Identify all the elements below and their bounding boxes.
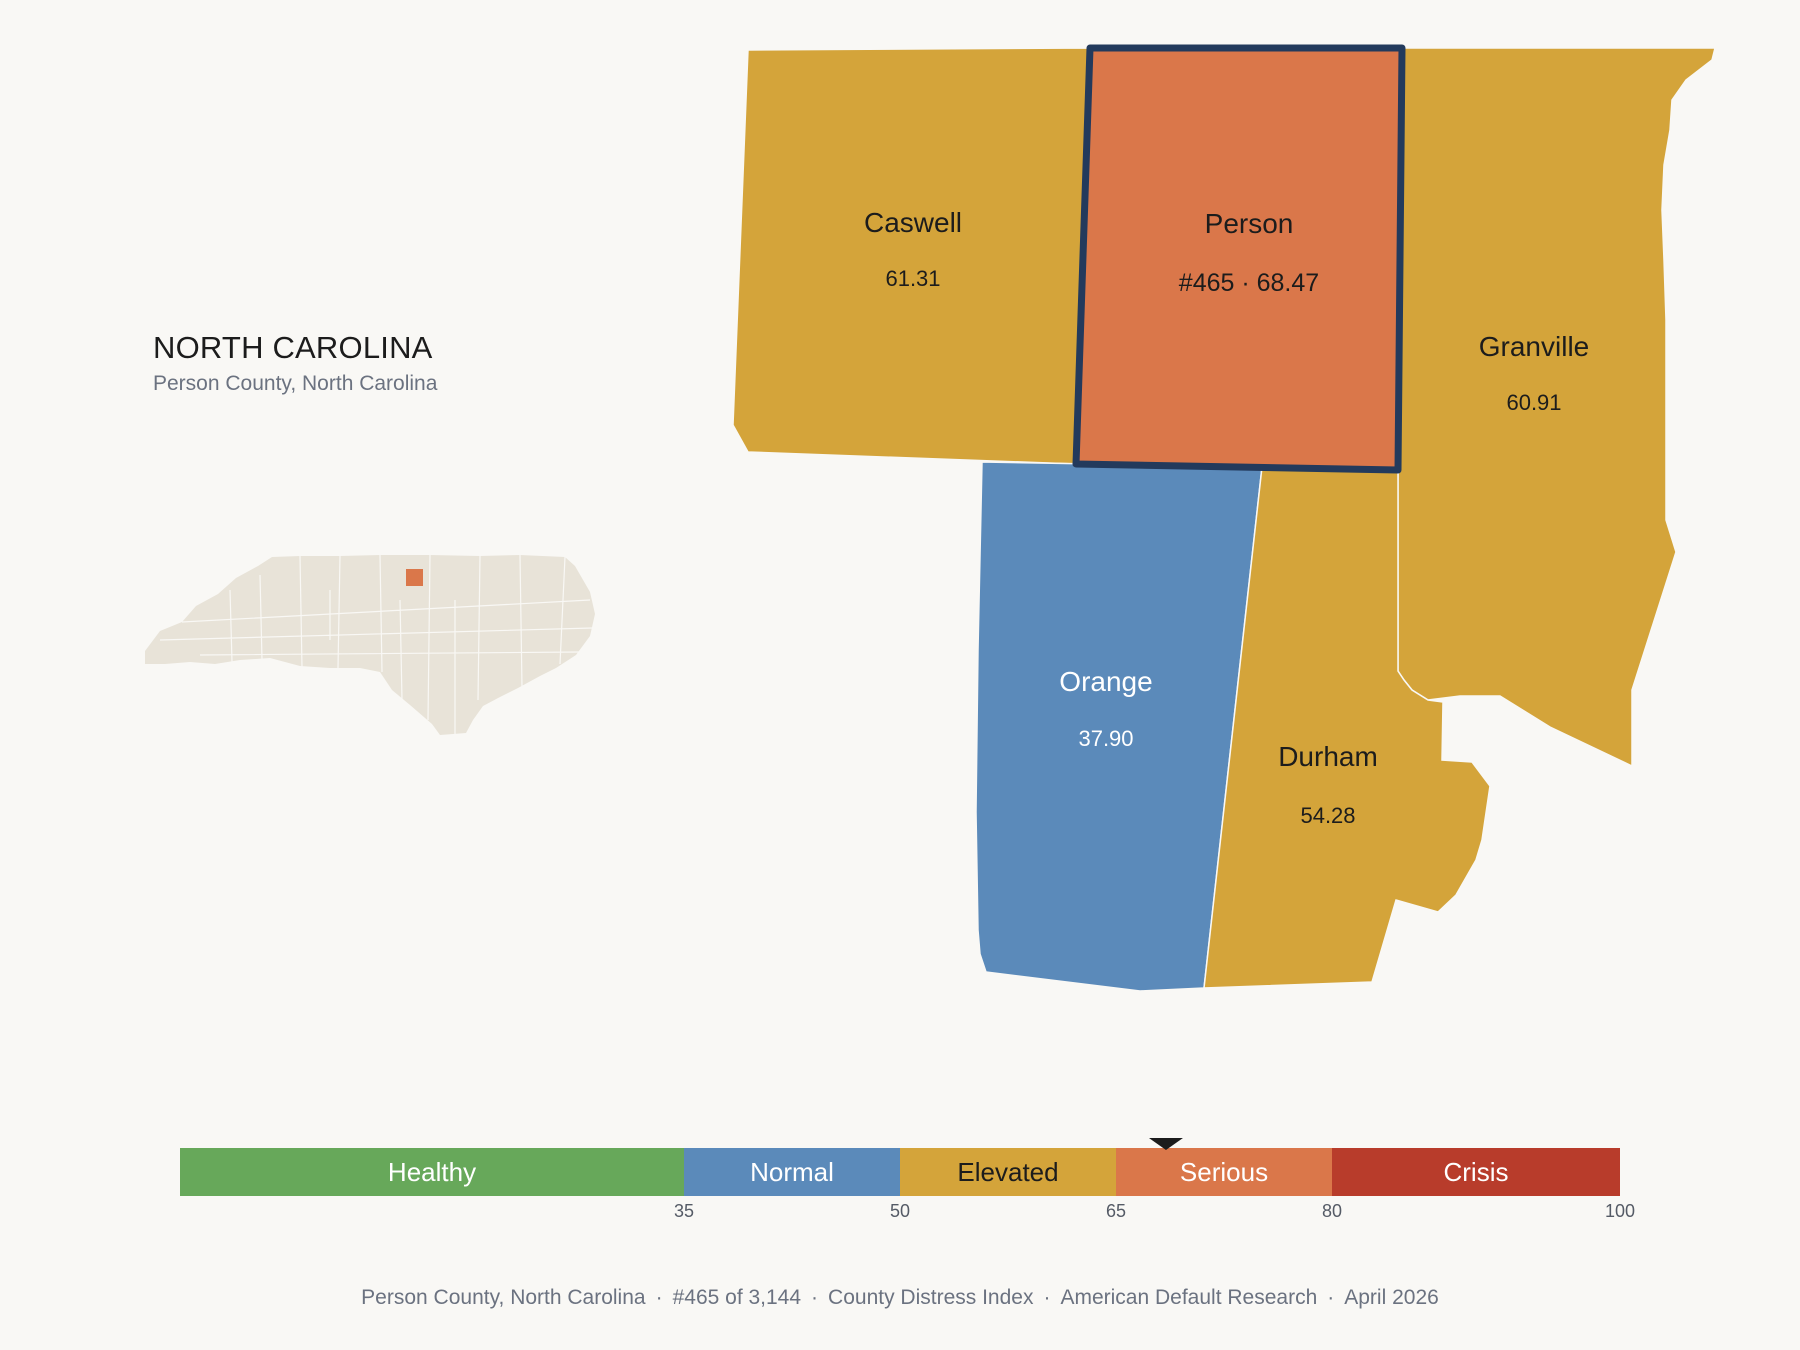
footer-separator: · xyxy=(1043,1286,1051,1309)
county-value-caswell: 61.31 xyxy=(885,266,940,291)
state-subtitle: Person County, North Carolina xyxy=(153,372,438,395)
legend-segment-crisis xyxy=(1332,1148,1620,1196)
county-caswell[interactable] xyxy=(732,47,1091,465)
state-title: NORTH CAROLINA xyxy=(153,330,433,365)
county-label-caswell: Caswell xyxy=(864,207,962,238)
distress-scale-legend: Healthy Normal Elevated Serious Crisis 35 50 65… xyxy=(180,1138,1635,1221)
footer-date: April 2026 xyxy=(1344,1286,1439,1309)
footer-separator: · xyxy=(811,1286,819,1309)
footer-rank: #465 of 3,144 xyxy=(672,1286,802,1309)
legend-tick-label: 35 xyxy=(674,1201,694,1221)
county-label-granville: Granville xyxy=(1479,331,1589,362)
legend-tick-label: 80 xyxy=(1322,1201,1342,1221)
inset-county-lines xyxy=(159,554,593,735)
county-person[interactable] xyxy=(1072,44,1406,474)
footer-index-name: County Distress Index xyxy=(828,1286,1034,1309)
legend-segment-healthy xyxy=(180,1148,684,1196)
legend-segment-serious xyxy=(1116,1148,1332,1196)
legend-segment-normal xyxy=(684,1148,900,1196)
legend-segment-elevated xyxy=(900,1148,1116,1196)
legend-label-serious: Serious xyxy=(1180,1157,1268,1187)
county-value-durham: 54.28 xyxy=(1300,803,1355,828)
footer-county: Person County, North Carolina xyxy=(361,1286,646,1309)
inset-state-shape xyxy=(145,555,595,735)
county-value-granville: 60.91 xyxy=(1506,390,1561,415)
footer-separator: · xyxy=(655,1286,663,1309)
inset-highlight-person xyxy=(406,569,423,586)
legend-marker-icon xyxy=(1148,1138,1183,1150)
legend-label-healthy: Healthy xyxy=(388,1157,476,1187)
legend-label-elevated: Elevated xyxy=(957,1157,1058,1187)
county-label-durham: Durham xyxy=(1278,741,1378,772)
legend-tick-label: 50 xyxy=(890,1201,910,1221)
legend-tick-label: 65 xyxy=(1106,1201,1126,1221)
county-value-person: #465 · 68.47 xyxy=(1179,269,1319,297)
footer-separator: · xyxy=(1327,1286,1335,1309)
footer-publisher: American Default Research xyxy=(1060,1286,1318,1309)
legend-label-normal: Normal xyxy=(750,1157,834,1187)
county-labels: Caswell 61.31 Person #465 · 68.47 Granvi… xyxy=(864,207,1589,828)
legend-tick-label: 100 xyxy=(1605,1201,1635,1221)
inset-state-map xyxy=(145,554,595,735)
county-map xyxy=(732,44,1716,992)
county-durham[interactable] xyxy=(1203,466,1491,989)
county-value-orange: 37.90 xyxy=(1078,726,1133,751)
county-label-orange: Orange xyxy=(1059,666,1152,697)
county-label-person: Person xyxy=(1205,208,1294,239)
footer: Person County, North Carolina · #465 of 3,… xyxy=(0,1286,1800,1310)
legend-label-crisis: Crisis xyxy=(1444,1157,1509,1187)
